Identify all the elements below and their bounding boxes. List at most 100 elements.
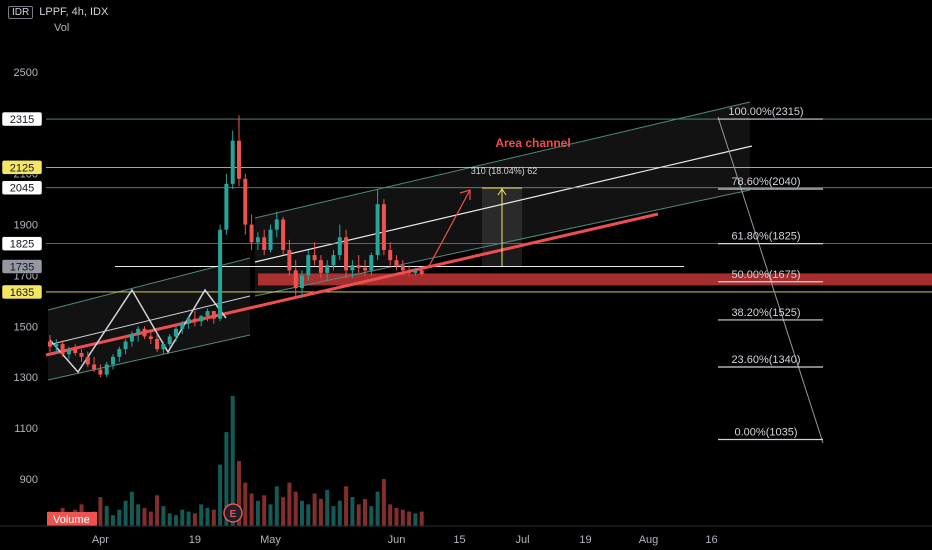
volume-bar [218,464,223,526]
candle-body [318,260,323,273]
price-badge-bg [1,284,43,300]
volume-bar [111,515,115,526]
candle-body [104,364,109,375]
candles-layer [48,115,424,378]
candle-body [111,356,115,365]
candle-body [180,323,185,329]
candle-body [375,204,380,256]
price-badge-bg [1,180,43,195]
candle-body [148,336,153,339]
x-tick-label: Aug [639,534,659,546]
candle-body [312,255,317,261]
fib-level-label: 50.00%(1675) [731,269,800,281]
candle-body [60,344,65,355]
upper-channel-top [254,101,751,219]
candle-body [129,333,134,342]
volume-bar [192,513,197,526]
candle-body [388,250,393,261]
candle-body [211,311,216,319]
drawing-layer [45,101,932,444]
x-tick-label: 19 [579,534,591,546]
candle-body [167,336,172,345]
candle-body [136,328,141,334]
x-tick-label: 15 [453,534,465,546]
candle-body [117,349,122,357]
volume-bar [255,500,260,526]
candle-body [337,237,342,256]
price-badge-bg [1,259,43,274]
x-tick-label: 19 [189,534,201,546]
candle-body [85,356,90,365]
candle-body [344,237,349,271]
candle-body [205,311,210,317]
volume-bar [388,504,393,526]
y-tick-label: 1900 [14,220,38,232]
volume-bar [224,432,229,526]
candle-body [381,204,386,250]
volume-bar [186,511,191,526]
candle-body [186,318,191,324]
volume-tag: Volume [53,514,90,526]
volume-bar [262,495,267,526]
candle-body [293,270,298,289]
symbol-line[interactable]: LPPF, 4h, IDX [39,6,109,18]
volume-bar [369,506,374,526]
candle-body [192,318,197,322]
volume-bar [167,513,172,526]
price-badge: 2045 [10,183,34,195]
candle-body [161,344,166,350]
red-trendline [45,212,659,357]
fib-level-label: 0.00%(1035) [735,427,798,439]
volume-bar [142,507,147,526]
x-tick-label: 16 [705,534,717,546]
candle-body [174,328,178,337]
volume-bar [274,486,279,526]
volume-bar [381,479,386,526]
candle-body [407,270,412,273]
volume-bar [363,498,367,526]
price-badge: 2125 [10,162,34,174]
volume-bar [104,506,109,526]
candle-body [79,352,84,357]
currency-badge[interactable]: IDR [8,6,34,19]
volume-bar [318,498,323,526]
candle-body [199,316,204,322]
volume-bar [174,515,178,526]
x-tick-label: Jul [515,534,529,546]
volume-bar [400,509,405,526]
volume-bar [325,489,330,526]
volume-bar [350,497,355,526]
volume-bar [148,511,153,526]
volume-bar [394,507,399,526]
candle-body [281,219,286,250]
candle-body [350,265,355,271]
volume-bar [211,509,216,526]
y-tick-label: 1300 [14,372,38,384]
volume-bar [419,511,424,526]
candle-body [66,349,71,355]
fib-level-label: 100.00%(2315) [728,106,803,118]
price-badge-bg [1,111,43,127]
volume-bar [129,491,134,526]
volume-indicator-label[interactable]: Vol [54,22,70,34]
y-tick-label: 1500 [14,321,38,333]
candle-body [142,328,147,337]
volume-bar [237,461,241,526]
candle-body [300,275,304,289]
price-badge: 1735 [10,262,34,274]
x-tick-label: Apr [92,534,109,546]
volume-bar [413,513,418,526]
measure-arrow-head [497,188,507,196]
candle-body [262,237,267,250]
annotation-layer: 100.00%(2315) 78.60%(2040) 61.80%(1825) 50.… [47,106,823,526]
area-channel-label: Area channel [495,136,570,150]
volume-bar [161,506,166,526]
volume-bar [180,509,185,526]
x-tick-label: May [260,534,281,546]
candle-body [274,219,279,230]
volume-bar [281,497,286,526]
candle-body [48,341,52,347]
candle-body [218,229,223,319]
